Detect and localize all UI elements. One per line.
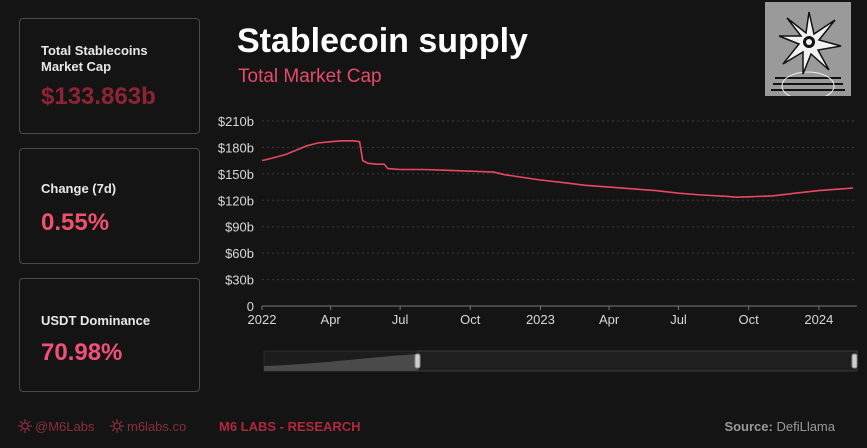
market-cap-value: $133.863b bbox=[41, 83, 156, 110]
network-icon bbox=[110, 419, 124, 436]
navigator-left-handle[interactable] bbox=[414, 353, 421, 369]
market-cap-card: Total Stablecoins Market Cap $133.863b bbox=[19, 18, 200, 134]
footer-site-text: m6labs.co bbox=[127, 419, 187, 434]
y-tick-label: $120b bbox=[218, 193, 254, 208]
range-navigator[interactable] bbox=[263, 350, 858, 372]
chart-title: Stablecoin supply bbox=[237, 22, 528, 60]
navigator-area bbox=[264, 354, 418, 371]
y-tick-label: $90b bbox=[225, 220, 254, 235]
x-tick-label: Apr bbox=[599, 312, 620, 327]
footer-brand: M6 LABS - RESEARCH bbox=[219, 419, 361, 434]
footer-site[interactable]: m6labs.co bbox=[110, 419, 186, 436]
y-tick-label: $60b bbox=[225, 246, 254, 261]
x-tick-label: 2023 bbox=[526, 312, 555, 327]
y-tick-label: $30b bbox=[225, 273, 254, 288]
usdt-dominance-value: 70.98% bbox=[41, 339, 123, 366]
chart-subtitle: Total Market Cap bbox=[238, 66, 382, 87]
change-7d-label: Change (7d) bbox=[41, 181, 117, 196]
x-tick-label: Oct bbox=[739, 312, 760, 327]
usdt-dominance-label: USDT Dominance bbox=[41, 313, 151, 328]
x-tick-label: Apr bbox=[321, 312, 342, 327]
x-tick-label: Oct bbox=[460, 312, 481, 327]
usdt-dominance-card: USDT Dominance 70.98% bbox=[19, 278, 200, 392]
series-line bbox=[261, 140, 854, 199]
change-7d-card: Change (7d) 0.55% bbox=[19, 148, 200, 264]
y-tick-label: $150b bbox=[218, 167, 254, 182]
navigator-selection[interactable] bbox=[417, 350, 858, 372]
x-tick-label: 2022 bbox=[248, 312, 277, 327]
navigator-right-handle[interactable] bbox=[851, 353, 858, 369]
market-cap-label: Total Stablecoins Market Cap bbox=[41, 43, 148, 74]
footer-source: Source: DefiLlama bbox=[724, 419, 835, 434]
source-value: DefiLlama bbox=[776, 419, 835, 434]
network-icon bbox=[18, 419, 32, 436]
x-tick-label: 2024 bbox=[804, 312, 833, 327]
change-7d-value: 0.55% bbox=[41, 209, 110, 236]
x-tick-label: Jul bbox=[670, 312, 687, 327]
spiky-sun-avatar-icon bbox=[765, 2, 851, 96]
x-tick-label: Jul bbox=[392, 312, 409, 327]
footer-handle-text: @M6Labs bbox=[35, 419, 95, 434]
footer-handle[interactable]: @M6Labs bbox=[18, 419, 94, 436]
source-label: Source: bbox=[724, 419, 773, 434]
y-tick-label: 0 bbox=[247, 299, 254, 314]
y-tick-label: $210b bbox=[218, 114, 254, 129]
y-tick-label: $180b bbox=[218, 140, 254, 155]
